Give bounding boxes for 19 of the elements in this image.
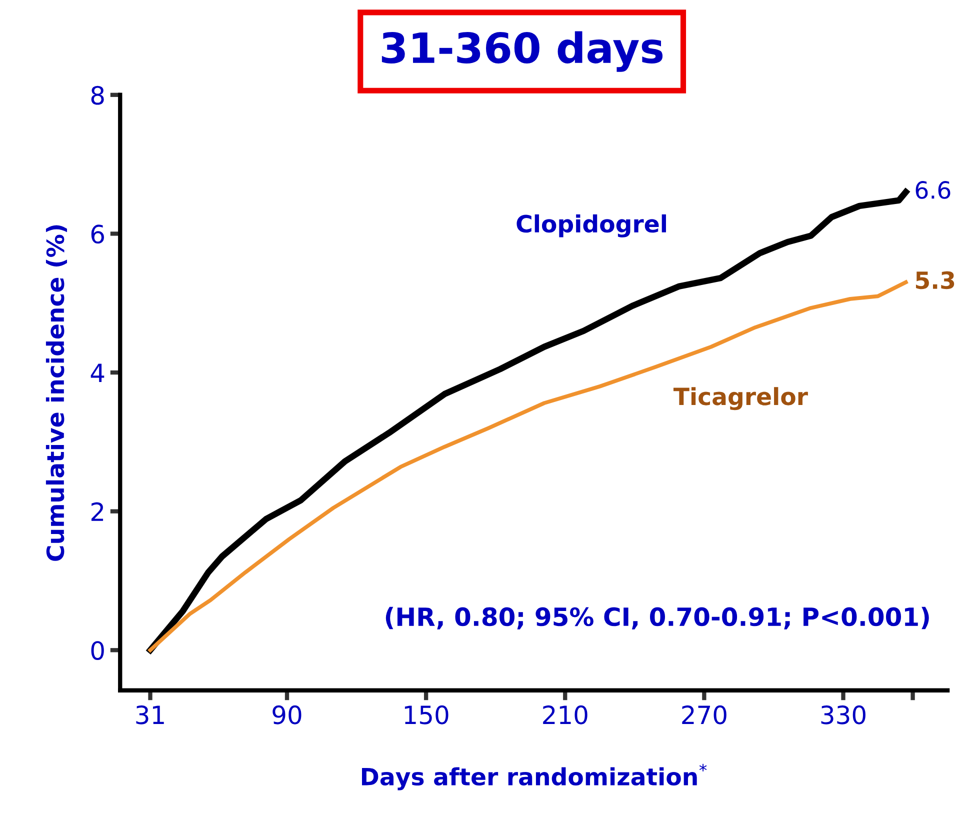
data-label: 6.6 [916,181,950,199]
x-tick-label: 150 [404,705,448,724]
x-tick-label: 31 [136,705,164,724]
series-label: Ticagrelor [673,387,808,410]
x-tick-label: 210 [543,705,588,724]
data-label: 5.3 [916,271,954,290]
y-tick-label: 8 [91,86,104,105]
chart-title: 31-360 days [382,31,663,72]
x-axis-title: Days after randomization$^{*}$ [362,764,707,790]
y-tick-label: 2 [91,502,104,521]
y-axis-title: Cumulative incidence (%) [46,225,68,561]
y-tick-label: 6 [91,224,104,244]
x-tick-label: 90 [272,705,302,724]
x-tick-label: 270 [682,705,726,724]
x-tick-label: 330 [821,705,866,724]
text: Clopidogrel [516,214,666,238]
annotation: (HR, 0.80; 95% CI, 0.70-0.91; P<0.001) [386,606,929,630]
y-tick-label: 0 [91,641,104,660]
y-tick-label: 4 [90,364,104,382]
